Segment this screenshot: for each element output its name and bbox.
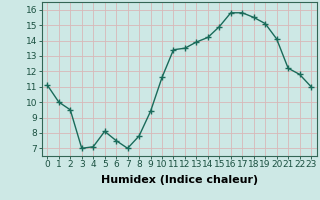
X-axis label: Humidex (Indice chaleur): Humidex (Indice chaleur) — [100, 175, 258, 185]
